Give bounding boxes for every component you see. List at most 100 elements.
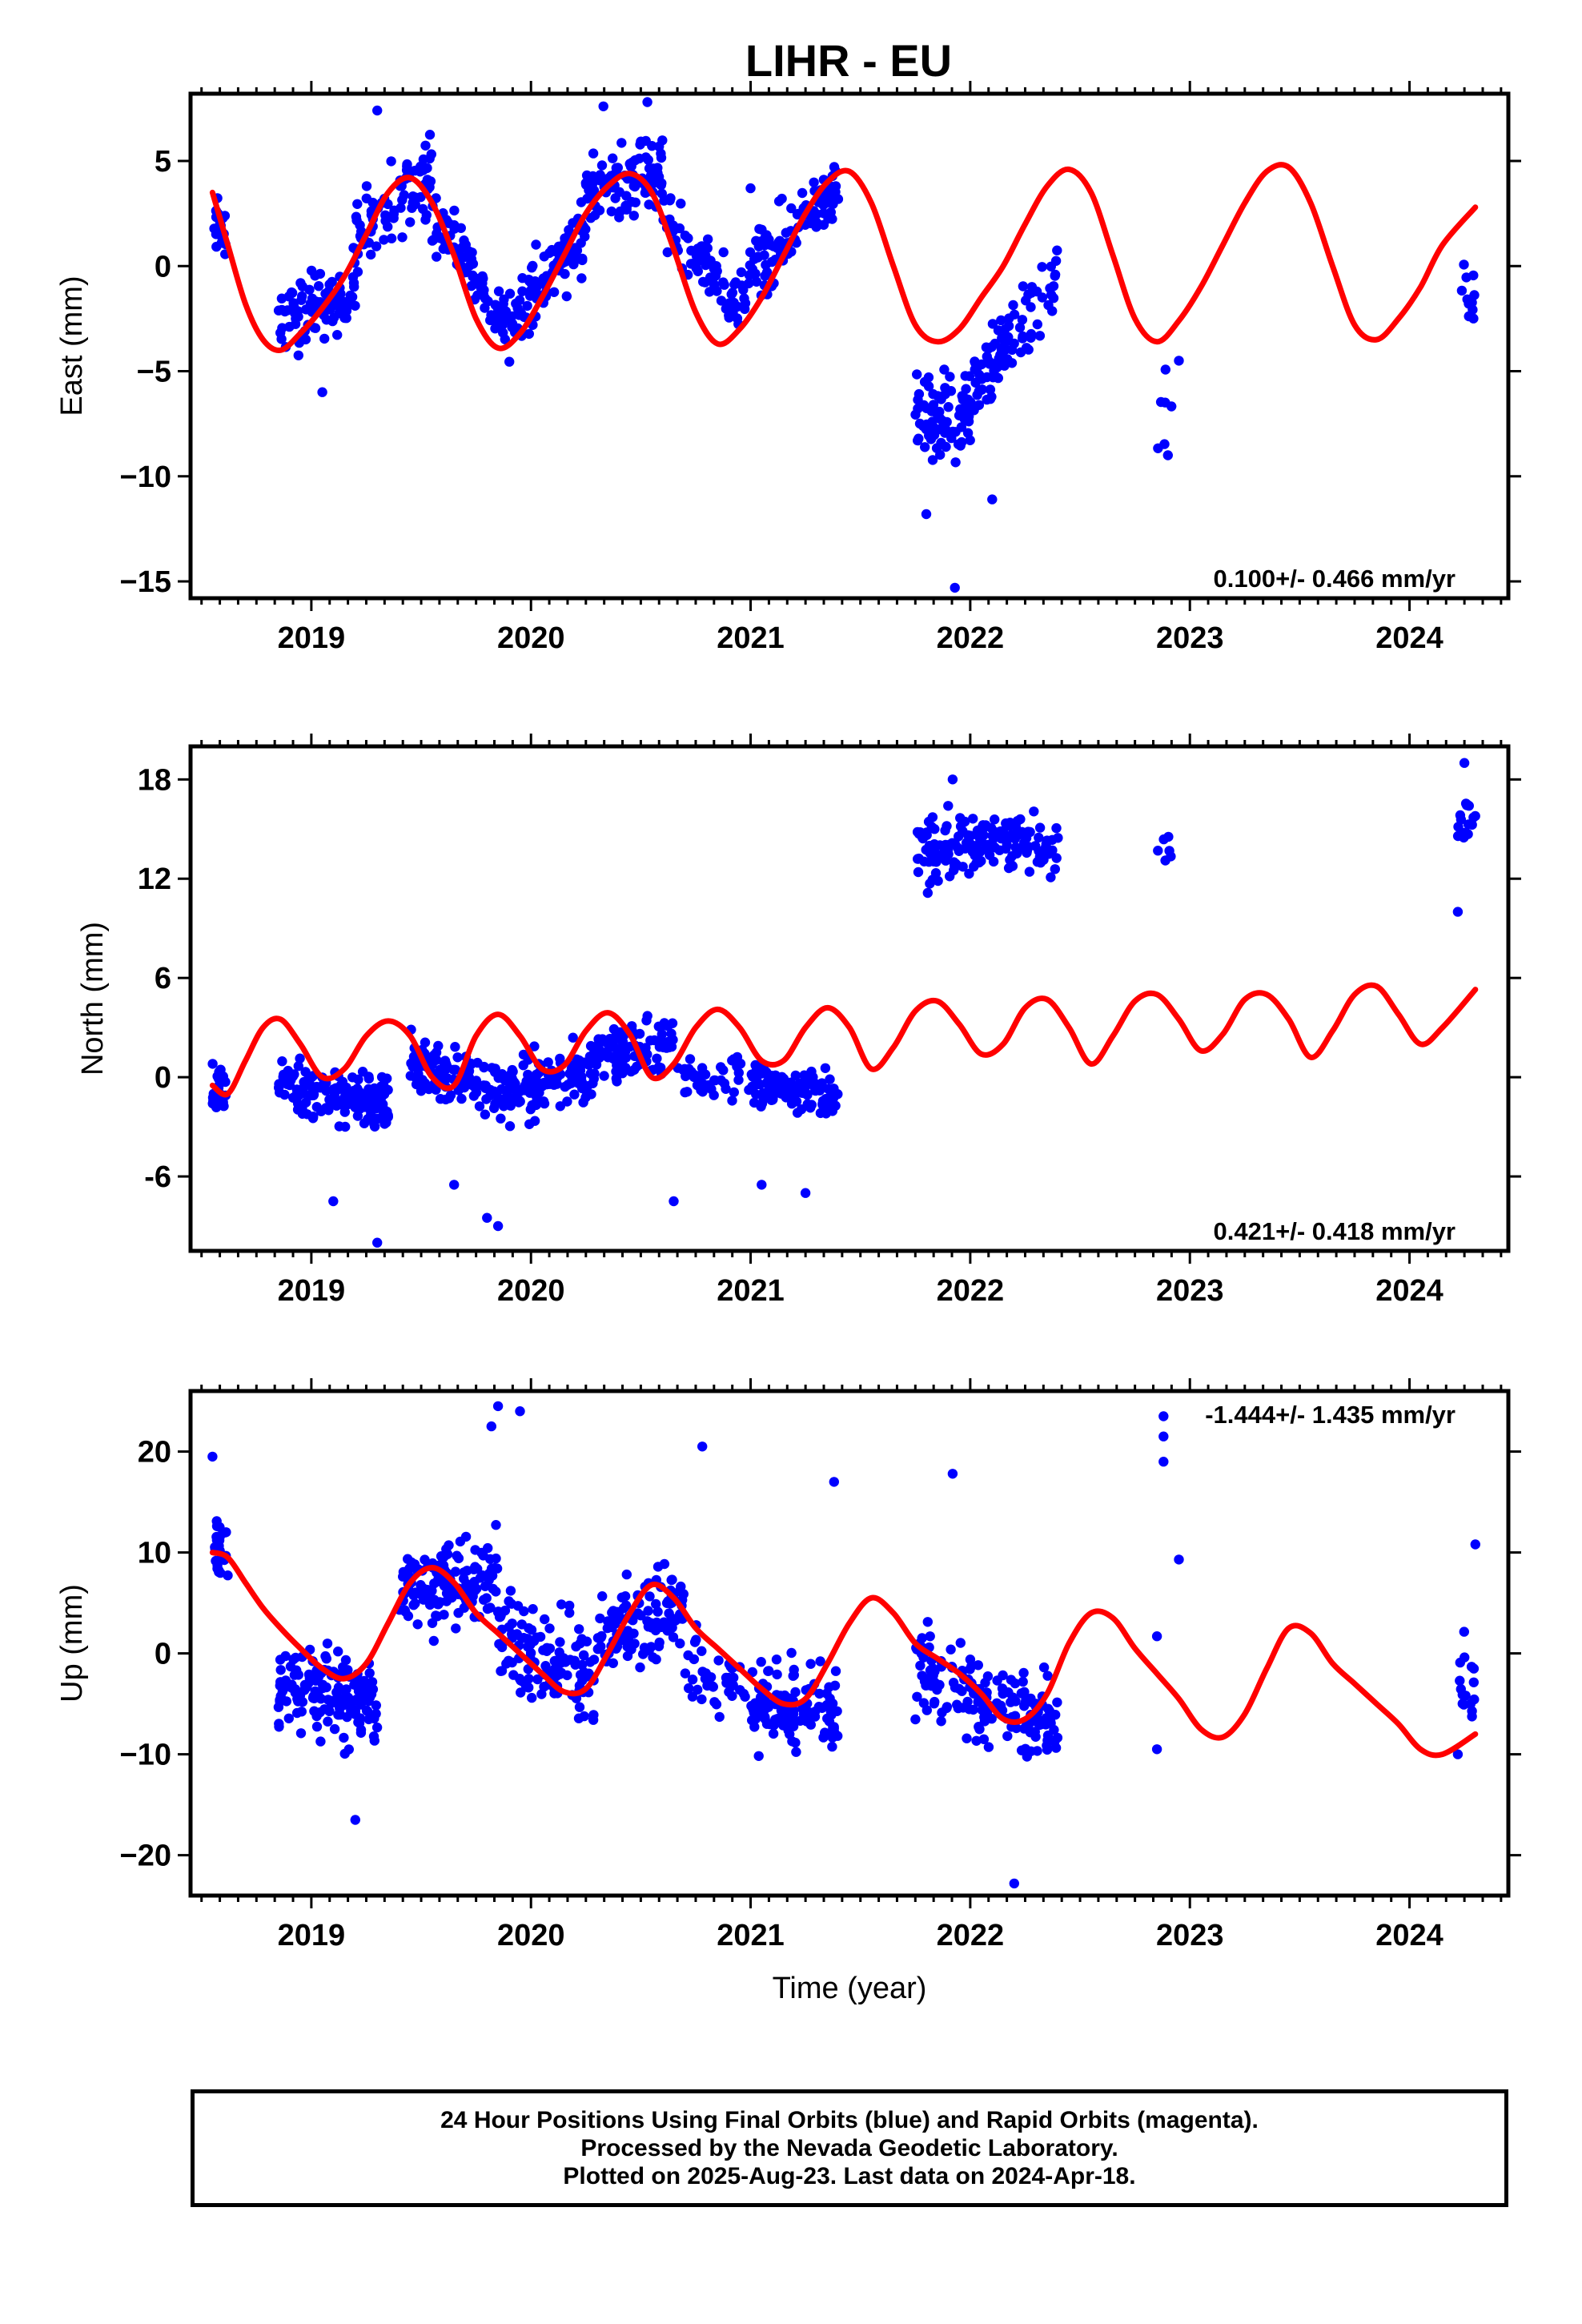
up-data-point	[363, 1693, 374, 1703]
east-data-point	[700, 277, 710, 287]
up-data-point	[574, 1702, 585, 1712]
east-data-point	[596, 160, 608, 171]
up-data-point	[1466, 1662, 1477, 1672]
east-data-point	[912, 369, 922, 380]
up-data-point	[564, 1600, 575, 1611]
east-data-point	[716, 296, 727, 306]
up-data-point	[814, 1688, 825, 1699]
up-data-point	[714, 1711, 725, 1723]
up-data-point	[947, 1469, 958, 1479]
up-data-point	[439, 1552, 449, 1562]
north-data-point	[492, 1220, 504, 1232]
up-data-point	[527, 1692, 537, 1703]
east-data-point	[736, 267, 747, 278]
east-data-point	[740, 298, 751, 308]
north-data-point	[817, 1096, 829, 1107]
panel-east: 2019 2020 2021 2022 2023 2024 5 0 −5 −10 −15 East (…	[55, 81, 1521, 655]
north-data-point	[949, 857, 959, 867]
east-data-point	[990, 338, 1001, 349]
up-data-point	[519, 1606, 529, 1617]
up-data-point	[482, 1603, 493, 1614]
up-data-point	[971, 1735, 982, 1746]
up-data-point	[428, 1635, 439, 1647]
up-data-point	[756, 1657, 766, 1667]
east-data-point	[974, 400, 985, 410]
east-data-point	[313, 281, 324, 292]
up-data-point	[1018, 1676, 1028, 1687]
east-data-point	[680, 230, 690, 241]
north-data-point	[925, 879, 935, 889]
north-x-tick-label: 2024	[1375, 1274, 1443, 1308]
up-data-point	[505, 1586, 516, 1596]
up-data-point	[491, 1520, 501, 1530]
east-data-point	[1046, 261, 1057, 271]
up-data-point	[536, 1689, 547, 1699]
east-data-point	[987, 319, 998, 329]
east-data-point	[932, 408, 942, 419]
east-data-point	[506, 311, 517, 322]
up-data-point	[819, 1727, 830, 1738]
north-data-point	[295, 1053, 305, 1063]
east-data-point	[1155, 396, 1166, 408]
up-data-point	[359, 1675, 369, 1687]
east-data-point	[379, 235, 389, 245]
north-data-point	[746, 1069, 757, 1080]
north-model-curve	[209, 982, 1479, 1098]
up-data-point	[983, 1742, 994, 1752]
up-data-point	[371, 1722, 383, 1733]
up-data-point	[310, 1686, 320, 1697]
north-data-point	[802, 1090, 813, 1100]
up-data-point	[544, 1623, 555, 1634]
east-data-point	[324, 279, 335, 290]
east-data-point	[765, 239, 776, 250]
east-data-point	[598, 101, 608, 111]
up-data-point	[830, 1666, 841, 1676]
east-data-point	[570, 243, 580, 253]
up-data-point	[773, 1714, 783, 1724]
north-data-point	[585, 1040, 596, 1051]
up-data-point	[1045, 1715, 1056, 1726]
east-y-tick-label: 0	[155, 250, 171, 283]
north-data-point	[969, 846, 979, 856]
east-data-point	[676, 199, 686, 209]
east-data-point	[548, 287, 560, 297]
north-data-point	[1046, 872, 1056, 883]
up-data-point	[697, 1694, 707, 1705]
up-data-point	[912, 1691, 922, 1702]
north-data-point	[927, 812, 938, 822]
east-x-tick-label: 2021	[717, 621, 785, 655]
north-data-point	[1051, 822, 1062, 834]
up-data-point	[1452, 1749, 1464, 1759]
up-data-point	[507, 1618, 517, 1629]
east-data-point	[288, 303, 299, 313]
up-data-point	[516, 1687, 526, 1698]
east-data-point	[1464, 311, 1474, 322]
east-data-point	[729, 279, 740, 290]
up-data-point	[427, 1618, 438, 1629]
up-data-point	[978, 1734, 990, 1744]
north-data-point	[940, 825, 950, 836]
up-y-tick-label: 0	[155, 1638, 171, 1671]
east-data-point	[511, 298, 521, 309]
east-rate-label: 0.100+/- 0.466 mm/yr	[1214, 565, 1456, 593]
up-data-point	[955, 1638, 966, 1648]
east-model-curve	[209, 162, 1479, 353]
north-data-point	[716, 1062, 726, 1072]
east-data-point	[751, 276, 762, 287]
north-data-point	[656, 1029, 667, 1039]
east-data-point	[561, 291, 572, 302]
up-data-point	[1151, 1631, 1162, 1642]
north-data-point	[293, 1061, 303, 1072]
east-plot-area	[209, 97, 1480, 593]
up-data-point	[772, 1669, 782, 1680]
east-data-point	[576, 273, 587, 283]
up-data-point	[211, 1521, 223, 1532]
east-data-point	[291, 313, 301, 324]
north-data-point	[757, 1180, 767, 1190]
north-data-point	[689, 1070, 700, 1080]
up-data-point	[481, 1593, 492, 1603]
east-data-point	[507, 318, 518, 329]
east-data-point	[1003, 320, 1014, 332]
east-data-point	[310, 271, 320, 281]
up-data-point	[491, 1553, 501, 1564]
